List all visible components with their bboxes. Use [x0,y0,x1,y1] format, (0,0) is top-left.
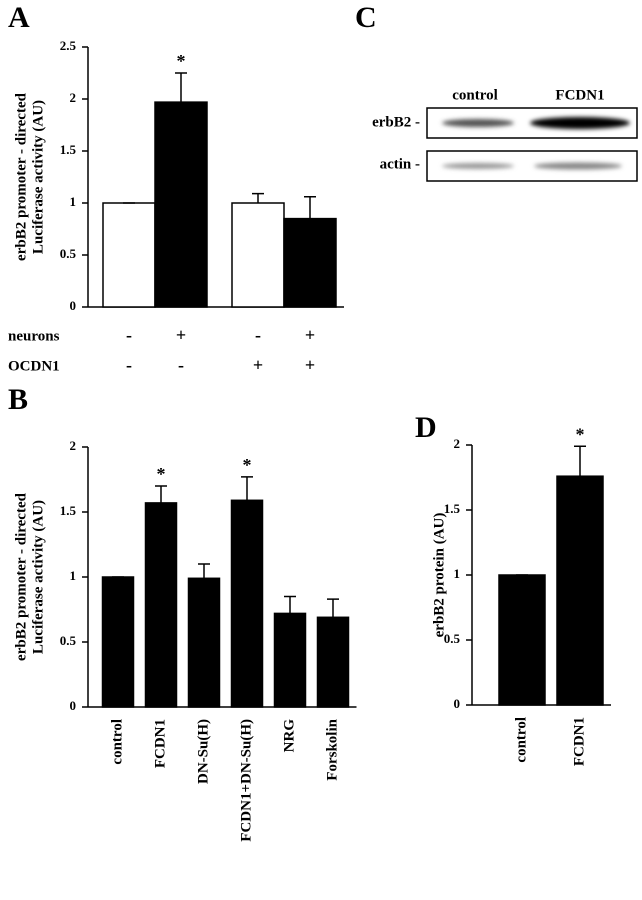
error-bar [284,595,296,614]
x-tick-label: control [513,717,529,763]
condition-value: - [126,325,132,345]
x-tick-label: control [109,719,125,765]
error-bar [327,598,339,618]
bar [556,475,604,706]
x-tick-label: FCDN1+DN-Su(H) [238,719,254,842]
error-bar [175,72,187,103]
condition-value: + [305,325,315,345]
row-label: erbB2 - [372,114,420,130]
bar [101,576,135,708]
condition-name: neurons [8,328,60,344]
significance: * [157,464,166,484]
lane-label: FCDN1 [555,87,604,103]
condition-name: OCDN1 [8,358,60,374]
band [530,117,630,129]
condition-value: + [305,355,315,375]
y-tick-label: 2.5 [60,38,77,53]
panel-label: B [8,383,28,416]
band [534,162,622,170]
x-tick-label: Forskolin [324,718,340,780]
y-axis-label: Luciferase activity (AU) [30,500,46,654]
panel-label: C [355,1,377,34]
y-axis-label: erbB2 protein (AU) [431,513,447,638]
bar [273,612,307,708]
row-label: actin - [380,156,420,172]
y-tick-label: 0 [70,698,77,713]
y-tick-label: 0 [454,696,461,711]
bar [498,574,546,706]
y-tick-label: 0.5 [60,246,77,261]
significance: * [576,424,585,444]
condition-value: + [253,355,263,375]
bar [283,217,337,308]
bar [316,616,350,708]
bar [102,202,156,308]
condition-value: - [126,355,132,375]
condition-value: - [255,325,261,345]
y-tick-label: 2 [70,90,77,105]
condition-value: - [178,355,184,375]
y-tick-label: 1 [454,566,461,581]
y-tick-label: 1 [70,194,77,209]
panel-label: D [415,411,437,444]
bar [187,577,221,708]
y-axis-label: Luciferase activity (AU) [30,100,46,254]
error-bar [241,476,253,501]
y-tick-label: 1.5 [60,142,77,157]
condition-value: + [176,325,186,345]
error-bar [252,192,264,203]
x-tick-label: DN-Su(H) [195,719,211,784]
y-tick-label: 1 [70,568,77,583]
error-bar [155,485,167,503]
significance: * [243,455,252,475]
y-tick-label: 2 [70,438,77,453]
error-bar [574,445,586,477]
error-bar [304,196,316,219]
bar [154,101,208,308]
bar [230,499,264,708]
y-axis-label: erbB2 promoter - directed [13,92,29,261]
y-tick-label: 0 [70,298,77,313]
band [442,163,514,169]
error-bar [198,563,210,579]
y-tick-label: 1.5 [60,503,77,518]
y-tick-label: 0.5 [444,631,461,646]
lane-label: control [452,87,498,103]
bar [231,202,285,308]
x-tick-label: FCDN1 [571,717,587,766]
y-tick-label: 1.5 [444,501,461,516]
y-tick-label: 0.5 [60,633,77,648]
bar [144,502,178,708]
panel-label: A [8,1,30,34]
y-tick-label: 2 [454,436,461,451]
significance: * [177,51,186,71]
x-tick-label: NRG [281,719,297,753]
y-axis-label: erbB2 promoter - directed [13,492,29,661]
x-tick-label: FCDN1 [152,719,168,768]
band [442,119,514,127]
